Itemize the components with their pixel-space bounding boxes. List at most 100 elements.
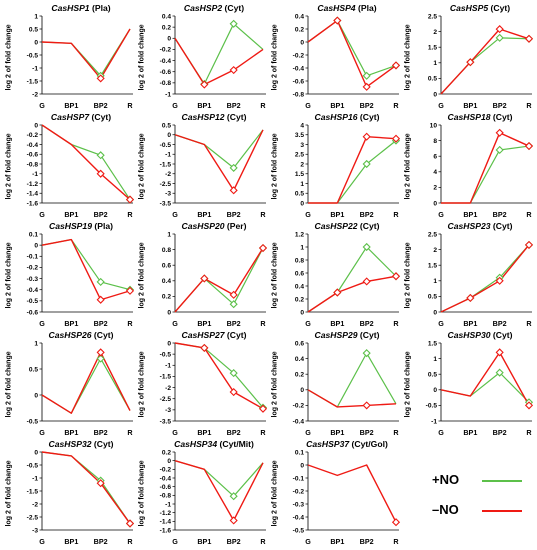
- y-tick-label: -1.4: [160, 519, 172, 526]
- localization-label: (Pla): [355, 3, 377, 13]
- x-tick-label: BP2: [360, 101, 374, 110]
- marker-plus-no: [96, 277, 105, 286]
- panel-cashsp4: CasHSP4 (Pla) log 2 of fold change -0.8 -0.…: [268, 2, 402, 112]
- legend-item-minus-no: –NO: [418, 502, 528, 522]
- series-line-minus-no: [307, 19, 397, 88]
- y-tick-label: -1.6: [160, 527, 172, 534]
- plot-area: 0 0.5 1 1.5 2 2.5 G BP1 BP2 R: [428, 13, 534, 110]
- y-tick-label: 0.8: [162, 247, 171, 254]
- x-tick-label: R: [127, 537, 133, 546]
- x-tick-label: BP1: [64, 319, 78, 328]
- plot-area: -0.6 -0.5 -0.4 -0.3 -0.2 -0.1 0 0.1 G BP1 BP2 R: [27, 231, 135, 328]
- localization-label: (Cyt): [357, 330, 380, 340]
- x-tick-label: R: [526, 210, 532, 219]
- panel-title: CasHSP26 (Cyt): [28, 330, 134, 340]
- x-tick-label: BP2: [493, 319, 507, 328]
- y-tick-label: 1: [300, 181, 304, 188]
- x-tick-label: R: [260, 101, 266, 110]
- marker-plus-no: [495, 145, 504, 155]
- x-tick-label: G: [39, 319, 45, 328]
- y-tick-label: -0.4: [160, 475, 172, 482]
- series-line-minus-no: [307, 389, 397, 408]
- gene-name: CasHSP12: [181, 112, 225, 122]
- panel-cashsp23: CasHSP23 (Cyt) log 2 of fold change 0 0.5 1 1…: [401, 220, 535, 330]
- y-tick-label: -2: [32, 91, 38, 98]
- plot-area: 0 0.5 1 1.5 2 2.5 G BP1 BP2 R: [428, 231, 534, 328]
- series-line-minus-no: [440, 244, 530, 313]
- y-tick-label: 0.2: [295, 296, 304, 303]
- marker-minus-no: [229, 387, 238, 397]
- x-tick-label: BP1: [330, 537, 344, 546]
- marker-minus-no: [96, 295, 105, 304]
- y-tick-label: -3.5: [160, 418, 172, 425]
- series-line-minus-no: [174, 37, 264, 86]
- marker-minus-no: [258, 404, 268, 413]
- legend-label-plus-no: +NO: [432, 472, 460, 487]
- x-tick-label: BP1: [330, 428, 344, 437]
- series-line-minus-no: [41, 351, 131, 414]
- panel-cashsp20: CasHSP20 (Per) log 2 of fold change 0 0.2 0.…: [135, 220, 269, 330]
- gene-name: CasHSP7: [50, 112, 90, 122]
- gene-name: CasHSP32: [48, 439, 92, 449]
- panel-cashsp5: CasHSP5 (Cyt) log 2 of fold change 0 0.5 1 1.…: [401, 2, 535, 112]
- x-tick-label: BP2: [360, 319, 374, 328]
- series-line-minus-no: [41, 451, 131, 524]
- y-tick-label: -0.8: [293, 91, 305, 98]
- gene-name: CasHSP16: [314, 112, 358, 122]
- y-tick-label: -0.8: [160, 80, 172, 87]
- y-tick-label: -1: [165, 91, 171, 98]
- y-tick-label: 10: [430, 122, 438, 129]
- panel-cashsp27: CasHSP27 (Cyt) log 2 of fold change -3.5 -3…: [135, 329, 269, 439]
- x-tick-label: BP1: [197, 101, 211, 110]
- series-line-minus-no: [307, 464, 397, 523]
- marker-plus-no: [362, 159, 371, 169]
- marker-minus-no: [524, 240, 534, 249]
- localization-label: (Cyt/Mit): [217, 439, 254, 449]
- localization-label: (Cyt): [91, 439, 114, 449]
- marker-minus-no: [524, 141, 534, 151]
- y-tick-label: 0: [300, 387, 304, 394]
- localization-label: (Cyt): [91, 330, 114, 340]
- x-tick-label: R: [393, 537, 399, 546]
- y-tick-label: -1.6: [27, 200, 39, 207]
- localization-label: (Cyt): [490, 112, 513, 122]
- y-tick-label: -1.5: [160, 374, 172, 381]
- x-tick-label: G: [438, 428, 444, 437]
- series-line-minus-no: [174, 247, 264, 313]
- y-tick-label: 0: [167, 132, 171, 139]
- x-tick-label: BP2: [493, 210, 507, 219]
- x-tick-label: BP1: [330, 319, 344, 328]
- localization-label: (Pla): [91, 221, 113, 231]
- localization-label: (Cyt/Gol): [349, 439, 388, 449]
- marker-minus-no: [96, 74, 105, 83]
- y-tick-label: 2.5: [428, 231, 437, 238]
- localization-label: (Per): [224, 221, 247, 231]
- y-tick-label: 1: [300, 244, 304, 251]
- y-tick-label: 1.2: [295, 231, 304, 238]
- y-tick-label: 0.4: [295, 356, 304, 363]
- x-tick-label: BP2: [360, 210, 374, 219]
- x-tick-label: R: [526, 428, 532, 437]
- y-tick-label: 0.6: [295, 340, 304, 347]
- y-tick-label: -0.6: [160, 69, 172, 76]
- y-tick-label: 0.5: [29, 26, 38, 33]
- plot-area: 0 0.5 1 1.5 2 2.5 3 3.5 4 G BP1 BP2 R: [295, 122, 401, 219]
- marker-minus-no: [200, 274, 209, 283]
- x-tick-label: G: [305, 537, 311, 546]
- x-tick-label: BP1: [330, 101, 344, 110]
- y-tick-label: 0.6: [295, 270, 304, 277]
- gene-name: CasHSP22: [314, 221, 358, 231]
- x-tick-label: BP1: [463, 428, 477, 437]
- marker-plus-no: [495, 33, 504, 42]
- y-tick-label: 0.2: [295, 372, 304, 379]
- y-tick-label: -2: [165, 171, 171, 178]
- y-tick-label: 4: [300, 122, 304, 129]
- x-tick-label: BP2: [493, 101, 507, 110]
- marker-minus-no: [229, 186, 238, 195]
- y-tick-label: -1.2: [160, 510, 172, 517]
- y-tick-label: -0.2: [293, 403, 305, 410]
- panel-title: CasHSP20 (Per): [161, 221, 267, 231]
- series-line-plus-no: [307, 19, 397, 77]
- y-tick-label: -1.4: [27, 191, 39, 198]
- localization-label: (Cyt): [89, 112, 112, 122]
